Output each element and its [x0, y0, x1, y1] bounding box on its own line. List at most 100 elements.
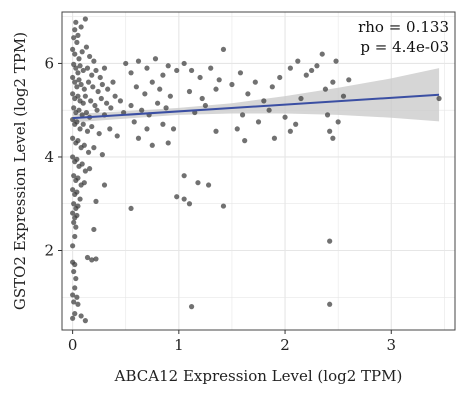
- data-point: [95, 88, 101, 95]
- data-point: [81, 86, 87, 92]
- data-point: [71, 105, 77, 111]
- data-point: [71, 201, 77, 207]
- data-point: [287, 65, 293, 71]
- data-point: [73, 224, 79, 230]
- data-point: [128, 102, 134, 109]
- data-point: [77, 196, 83, 202]
- data-point: [309, 67, 315, 74]
- data-point: [181, 173, 187, 179]
- data-point: [242, 138, 248, 144]
- data-point: [181, 60, 187, 67]
- data-point: [152, 56, 159, 62]
- axis-ticks: 0 1 2 3 2 4 6: [44, 54, 396, 354]
- data-point: [255, 119, 262, 125]
- data-point: [78, 313, 84, 319]
- data-point: [74, 189, 80, 195]
- data-point: [80, 100, 86, 106]
- data-point: [82, 168, 88, 174]
- data-point: [70, 135, 76, 141]
- data-point: [75, 32, 81, 38]
- data-point: [85, 79, 92, 85]
- data-point: [75, 203, 81, 209]
- y-tick-label: 2: [44, 242, 54, 260]
- data-point: [314, 63, 320, 69]
- data-point: [133, 84, 139, 90]
- data-point: [75, 138, 81, 144]
- x-tick-label: 0: [68, 336, 78, 354]
- data-point: [123, 60, 129, 67]
- data-point: [73, 275, 79, 282]
- data-point: [72, 261, 78, 268]
- data-point: [335, 119, 341, 125]
- data-point: [346, 77, 352, 83]
- data-point: [237, 70, 244, 76]
- x-axis-title: ABCA12 Expression Level (log2 TPM): [114, 367, 403, 385]
- data-point: [74, 294, 80, 300]
- data-point: [160, 72, 166, 78]
- data-point: [89, 257, 95, 263]
- data-point: [79, 112, 85, 118]
- data-point: [77, 126, 83, 132]
- plot-panel-border: [61, 11, 456, 331]
- data-point: [261, 98, 267, 104]
- data-point: [245, 91, 251, 97]
- data-point: [71, 299, 77, 305]
- data-point: [319, 51, 325, 57]
- data-point: [340, 93, 347, 99]
- data-point: [139, 107, 145, 113]
- data-point: [93, 256, 99, 262]
- data-point: [81, 180, 87, 186]
- data-point: [70, 315, 76, 321]
- data-point: [229, 81, 235, 88]
- data-point: [98, 95, 104, 102]
- data-point: [149, 142, 155, 148]
- data-point: [70, 154, 76, 160]
- data-point: [77, 63, 83, 69]
- data-point: [75, 175, 81, 181]
- data-point: [80, 121, 86, 127]
- data-point: [70, 292, 76, 298]
- data-point: [70, 74, 76, 81]
- data-point: [202, 102, 208, 109]
- data-point: [105, 86, 111, 92]
- data-point: [73, 65, 79, 71]
- data-point: [92, 102, 98, 109]
- data-point: [220, 46, 227, 53]
- data-point: [117, 98, 124, 104]
- trend-line-layer: [72, 93, 440, 120]
- data-point: [108, 105, 114, 111]
- data-point: [287, 128, 293, 134]
- data-point: [220, 203, 227, 209]
- data-point: [327, 128, 333, 134]
- data-point: [188, 67, 195, 74]
- data-point: [107, 126, 113, 132]
- x-tick-label: 1: [174, 336, 184, 354]
- data-point: [239, 112, 246, 118]
- trend-line: [72, 93, 440, 120]
- data-point: [104, 100, 110, 106]
- data-point: [79, 161, 85, 167]
- data-point: [71, 268, 77, 275]
- data-point: [186, 201, 193, 207]
- data-point: [333, 58, 339, 64]
- data-point: [327, 301, 333, 307]
- data-point: [135, 58, 142, 64]
- x-tick-label: 3: [386, 336, 396, 354]
- data-point: [70, 46, 76, 53]
- stat-annotation: rho = 0.133: [358, 18, 449, 36]
- data-point: [74, 39, 80, 45]
- data-point: [82, 16, 88, 22]
- data-point: [205, 182, 212, 188]
- data-point: [91, 145, 97, 151]
- data-point: [82, 93, 88, 99]
- data-point: [149, 79, 155, 85]
- data-point: [167, 93, 173, 99]
- data-point: [70, 210, 76, 216]
- data-point: [83, 44, 90, 50]
- data-point: [83, 109, 90, 116]
- data-point: [436, 95, 442, 102]
- data-point: [93, 198, 99, 204]
- data-point: [213, 128, 219, 134]
- data-point: [84, 128, 91, 134]
- data-point: [87, 53, 93, 60]
